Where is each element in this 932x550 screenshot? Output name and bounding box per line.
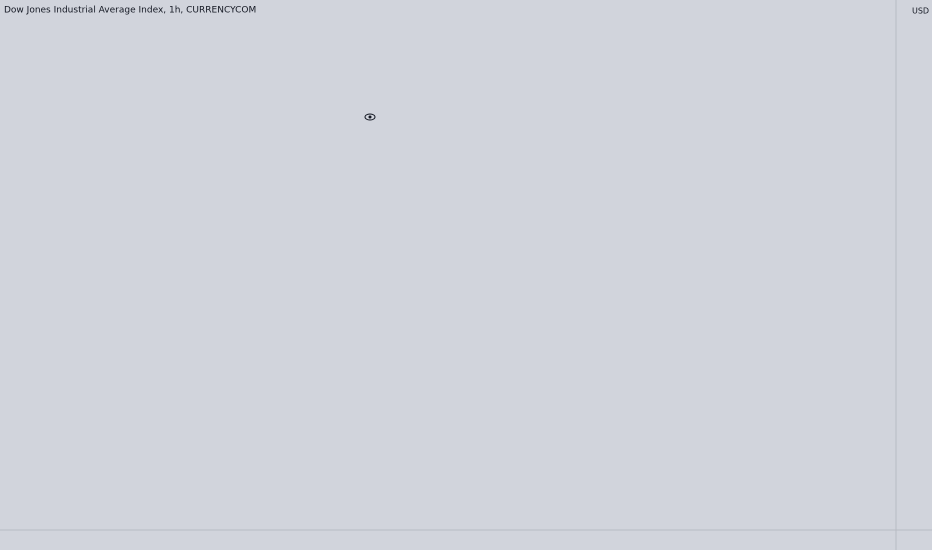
currency-label: USD — [912, 7, 929, 16]
eye-icon — [364, 113, 376, 121]
chart-title: Dow Jones Industrial Average Index, 1h, … — [4, 6, 256, 16]
